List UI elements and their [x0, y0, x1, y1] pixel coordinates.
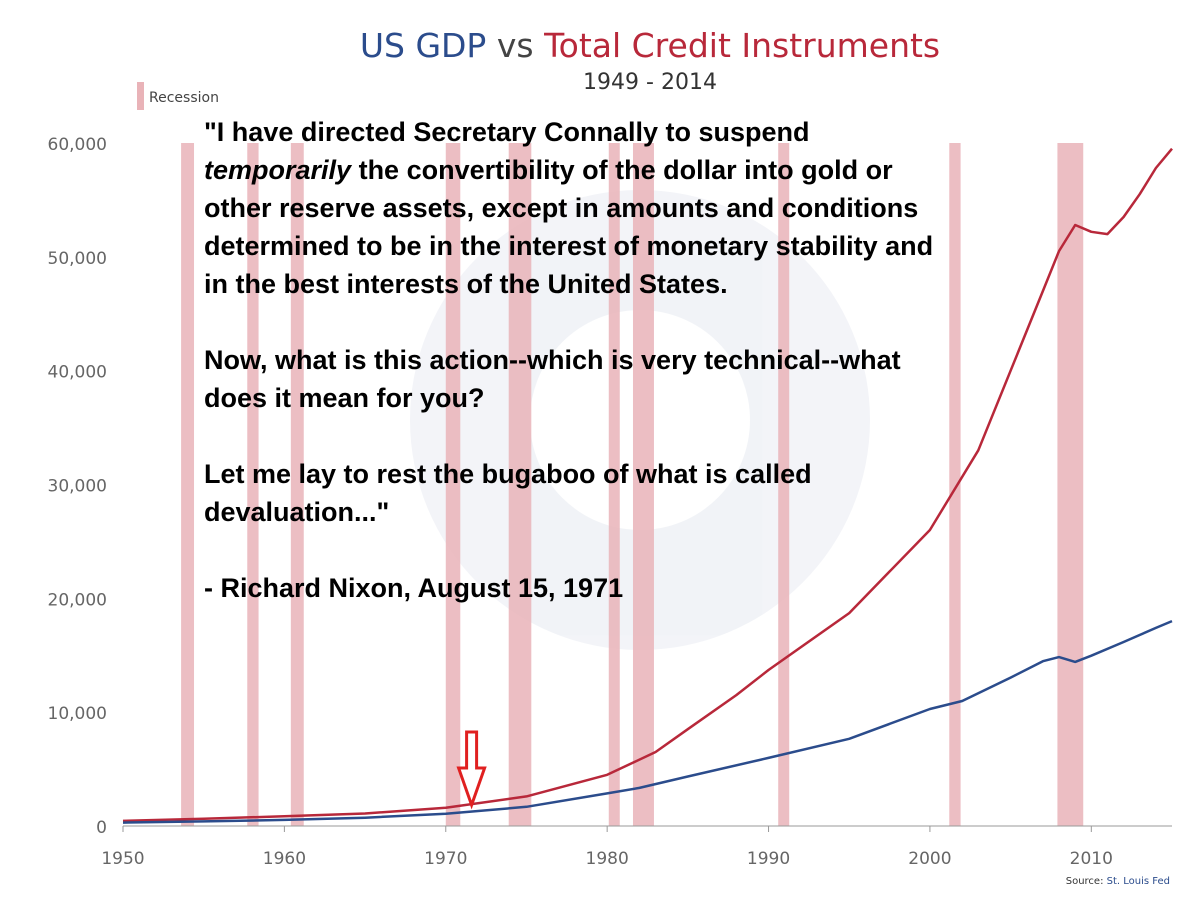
recession-bars [181, 143, 1084, 826]
recession-bar-6 [632, 143, 654, 826]
y-tick-label: 60,000 [48, 135, 107, 155]
chart-subtitle: 1949 - 2014 [583, 70, 717, 95]
x-tick-label: 2000 [908, 849, 951, 869]
y-tick-label: 10,000 [48, 704, 107, 724]
y-tick-label: 40,000 [48, 363, 107, 383]
title-credit: Total Credit Instruments [544, 26, 941, 65]
x-tick-label: 1960 [263, 849, 306, 869]
y-tick-label: 30,000 [48, 477, 107, 497]
quote-paragraph-3: Let me lay to rest the bugaboo of what i… [204, 459, 812, 527]
recession-bar-9 [1057, 143, 1084, 826]
arrow-shape [456, 730, 487, 810]
quote-paragraph-2: Now, what is this action--which is very … [204, 345, 901, 413]
x-tick-label: 1950 [101, 849, 144, 869]
source-label: Source: [1065, 876, 1104, 887]
y-tick-label: 0 [96, 818, 107, 838]
recession-bar-0 [181, 143, 195, 826]
recession-bar-3 [445, 143, 461, 826]
recession-swatch [137, 82, 144, 110]
x-tick-label: 1980 [586, 849, 629, 869]
x-tick-label: 1990 [747, 849, 790, 869]
quote-p1-b: the convertibility of the dollar into go… [204, 155, 934, 299]
nixon-shock-arrow [456, 730, 487, 810]
legend: Recession [137, 82, 219, 110]
recession-bar-5 [608, 143, 620, 826]
series-lines [122, 147, 1173, 824]
y-tick-label: 20,000 [48, 590, 107, 610]
recession-bar-4 [508, 143, 532, 826]
quote-paragraph-1: "I have directed Secretary Connally to s… [204, 113, 964, 303]
quote-p1-em: temporarily [204, 155, 352, 185]
quote-p1-a: "I have directed Secretary Connally to s… [204, 117, 810, 147]
y-tick-label: 50,000 [48, 249, 107, 269]
series-line-gdp [122, 619, 1173, 824]
recession-bar-7 [778, 143, 790, 826]
recession-bar-1 [247, 143, 259, 826]
source-note: Source: St. Louis Fed [1066, 876, 1170, 887]
recession-bar-8 [949, 143, 961, 826]
nixon-quote: "I have directed Secretary Connally to s… [204, 113, 964, 607]
x-tick-label: 2010 [1070, 849, 1113, 869]
title-vs: vs [496, 26, 534, 65]
recession-bar-2 [290, 143, 304, 826]
chart-title: US GDP vs Total Credit Instruments [300, 26, 1000, 65]
series-line-credit [122, 147, 1173, 823]
source-value: St. Louis Fed [1106, 876, 1170, 887]
x-axis-ticks: 1950 1960 1970 1980 1990 2000 2010 [101, 826, 1113, 869]
x-tick-label: 1970 [424, 849, 467, 869]
quote-attribution: - Richard Nixon, August 15, 1971 [204, 573, 624, 603]
title-gdp: US GDP [359, 26, 487, 65]
legend-label: Recession [149, 90, 219, 106]
y-axis-ticks: 0 10,000 20,000 30,000 40,000 50,000 60,000 [48, 135, 107, 838]
